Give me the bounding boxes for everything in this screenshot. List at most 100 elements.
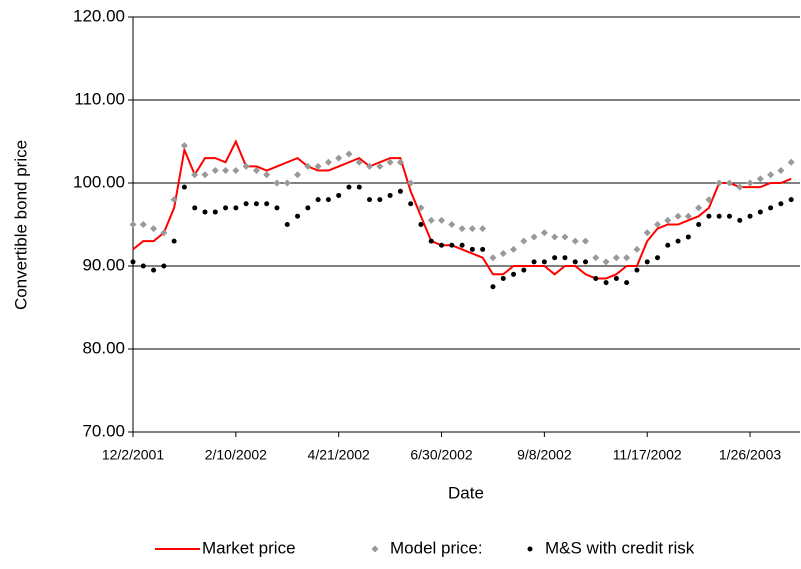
marker-diamond <box>273 179 281 187</box>
marker-diamond <box>746 179 754 187</box>
marker-diamond <box>304 162 312 170</box>
marker-dot <box>511 271 517 277</box>
marker-diamond <box>592 254 600 262</box>
marker-diamond <box>705 196 713 204</box>
marker-dot <box>295 213 301 219</box>
marker-diamond <box>468 225 476 233</box>
marker-dot <box>613 275 619 281</box>
marker-dot <box>243 201 249 207</box>
legend-label: Model price: <box>390 538 483 557</box>
marker-diamond <box>366 162 374 170</box>
marker-dot <box>531 259 537 265</box>
marker-dot <box>644 259 650 265</box>
marker-dot <box>757 209 763 215</box>
marker-dot <box>716 213 722 219</box>
marker-dot <box>428 238 434 244</box>
y-tick-label: 120.00 <box>73 6 125 25</box>
marker-dot <box>675 238 681 244</box>
series-line <box>132 139 792 280</box>
marker-diamond <box>736 183 744 191</box>
marker-diamond <box>674 212 682 220</box>
marker-diamond <box>602 258 610 266</box>
marker-diamond <box>695 204 703 212</box>
marker-dot <box>233 205 239 211</box>
marker-diamond <box>623 254 631 262</box>
marker-dot <box>387 192 393 198</box>
marker-diamond <box>355 158 363 166</box>
marker-dot <box>192 205 198 211</box>
x-tick-label: 6/30/2002 <box>410 447 472 463</box>
marker-dot <box>397 188 403 194</box>
marker-diamond <box>643 229 651 237</box>
marker-diamond <box>551 233 559 241</box>
marker-diamond <box>376 162 384 170</box>
x-tick-label: 1/26/2003 <box>719 447 781 463</box>
marker-diamond <box>777 167 785 175</box>
marker-diamond <box>458 225 466 233</box>
marker-dot <box>562 255 568 261</box>
legend-label: M&S with credit risk <box>545 538 695 557</box>
marker-diamond <box>725 179 733 187</box>
marker-diamond <box>612 254 620 262</box>
marker-dot <box>212 209 218 215</box>
y-tick-label: 110.00 <box>74 89 125 108</box>
marker-dot <box>181 184 187 190</box>
marker-dot <box>274 205 280 211</box>
marker-diamond <box>407 179 415 187</box>
legend-label: Market price <box>202 538 296 557</box>
marker-dot <box>624 280 630 286</box>
marker-dot <box>706 213 712 219</box>
marker-diamond <box>129 221 137 228</box>
x-tick-label: 4/21/2002 <box>308 447 370 463</box>
y-tick-label: 70.00 <box>82 421 125 440</box>
marker-dot <box>367 197 373 203</box>
x-axis-label: Date <box>448 483 484 502</box>
marker-dot <box>449 242 455 248</box>
marker-diamond <box>438 216 446 224</box>
marker-dot <box>572 259 578 265</box>
marker-dot <box>747 213 753 219</box>
marker-diamond <box>180 142 188 150</box>
marker-dot <box>130 259 136 265</box>
marker-diamond <box>684 212 692 220</box>
marker-diamond <box>510 245 518 253</box>
marker-diamond <box>417 204 425 212</box>
marker-dot <box>439 242 445 248</box>
y-tick-label: 90.00 <box>82 255 125 274</box>
marker-dot <box>541 259 547 265</box>
marker-dot <box>654 255 660 261</box>
marker-diamond <box>571 237 579 245</box>
y-axis-label: Convertible bond price <box>11 140 30 310</box>
marker-dot <box>346 184 352 190</box>
marker-dot <box>552 255 558 261</box>
marker-dot <box>284 222 290 227</box>
marker-dot <box>336 192 342 198</box>
marker-dot <box>778 201 784 207</box>
marker-diamond <box>540 229 548 237</box>
marker-diamond <box>520 237 528 245</box>
marker-dot <box>418 222 424 227</box>
marker-diamond <box>294 171 302 179</box>
marker-dot <box>583 259 589 265</box>
marker-dot <box>161 263 167 269</box>
marker-dot <box>315 197 321 203</box>
marker-dot <box>521 267 527 273</box>
marker-diamond <box>386 158 394 166</box>
marker-dot <box>500 275 506 281</box>
x-tick-label: 11/17/2002 <box>613 447 682 463</box>
marker-dot <box>788 197 794 203</box>
marker-dot <box>171 238 177 244</box>
marker-dot <box>469 246 475 252</box>
marker-diamond <box>427 216 435 224</box>
marker-diamond <box>756 175 764 183</box>
marker-diamond <box>201 171 209 179</box>
x-tick-label: 9/8/2002 <box>517 447 572 463</box>
marker-dot <box>325 197 331 203</box>
legend-swatch <box>371 545 379 553</box>
marker-dot <box>151 267 157 273</box>
marker-dot <box>685 234 691 240</box>
marker-dot <box>480 246 486 252</box>
marker-dot <box>305 205 311 211</box>
legend-swatch <box>527 546 533 552</box>
